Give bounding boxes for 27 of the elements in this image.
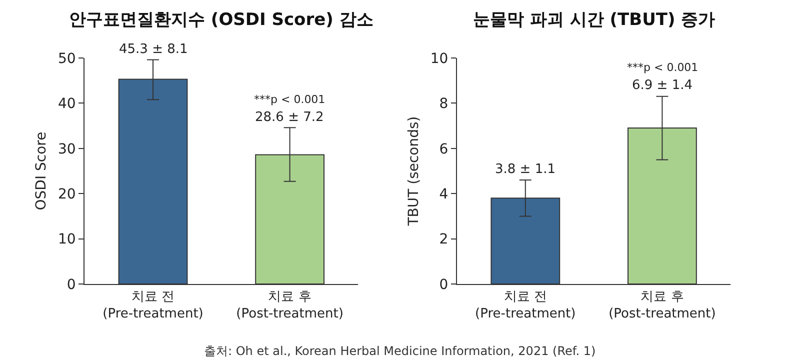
y-tick-label: 10 <box>430 50 448 67</box>
y-tick-label: 0 <box>439 276 448 293</box>
y-tick-label: 2 <box>439 232 448 248</box>
y-tick-label: 0 <box>66 276 76 293</box>
source-note: 출처: Oh et al., Korean Herbal Medicine Information, 2021 (Ref. 1) <box>204 344 596 358</box>
y-tick-label: 30 <box>58 141 76 158</box>
x-tick-label: 치료 후 (Post-treatment) <box>236 290 344 322</box>
data-label: 3.8 ± 1.1 <box>495 162 556 177</box>
annotation: ***p < 0.001 <box>627 61 698 74</box>
x-tick-label: 치료 전 (Pre-treatment) <box>475 290 576 322</box>
y-tick-label: 10 <box>58 232 76 248</box>
chart-title: 눈물막 파괴 시간 (TBUT) 증가 <box>473 10 716 30</box>
chart-title: 안구표면질환지수 (OSDI Score) 감소 <box>69 10 374 30</box>
data-label: 28.6 ± 7.2 <box>255 110 324 125</box>
y-tick-label: 20 <box>58 186 76 202</box>
y-axis-title: OSDI Score <box>34 132 50 210</box>
x-tick-label: 치료 전 (Pre-treatment) <box>102 290 204 322</box>
y-tick-label: 6 <box>439 141 448 158</box>
y-axis-title: TBUT (seconds) <box>406 116 422 227</box>
y-tick-label: 40 <box>58 96 76 112</box>
y-tick-label: 4 <box>439 186 448 202</box>
annotation: ***p < 0.001 <box>254 93 326 106</box>
y-tick-label: 50 <box>58 50 76 67</box>
data-label: 6.9 ± 1.4 <box>632 78 693 93</box>
data-label: 45.3 ± 8.1 <box>119 42 188 57</box>
y-tick-label: 8 <box>439 96 448 112</box>
x-tick-label: 치료 후 (Post-treatment) <box>608 290 716 322</box>
